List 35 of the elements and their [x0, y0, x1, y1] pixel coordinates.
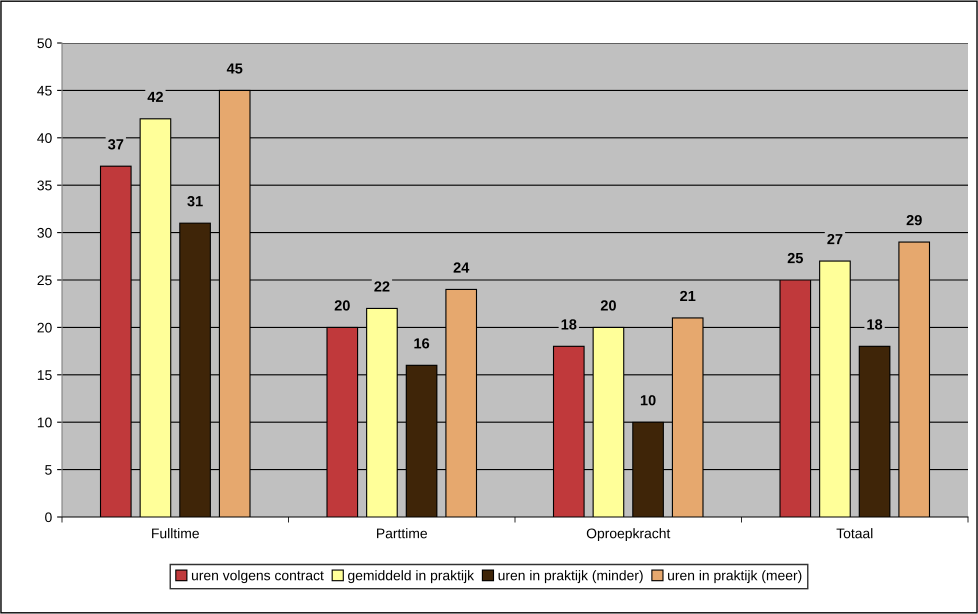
- data-label: 22: [374, 281, 390, 292]
- y-tick-label: 20: [38, 322, 52, 333]
- y-tick-label: 10: [38, 418, 52, 428]
- legend-label: uren in praktijk (minder): [498, 570, 643, 584]
- data-label: 10: [640, 395, 656, 406]
- y-tick-label: 35: [37, 180, 52, 190]
- data-label: 20: [600, 300, 616, 311]
- x-tick-label: Oproepkracht: [586, 528, 670, 542]
- data-label: 24: [454, 262, 470, 273]
- data-label: 21: [680, 290, 696, 302]
- data-label: 25: [788, 252, 803, 264]
- legend-label: uren in praktijk (meer): [668, 570, 802, 584]
- data-label: 18: [867, 319, 882, 330]
- data-label: 16: [414, 338, 430, 349]
- y-tick-label: 25: [38, 275, 52, 286]
- data-label: 27: [827, 234, 842, 244]
- legend-label: uren volgens contract: [192, 570, 324, 584]
- legend-label: gemiddeld in praktijk: [348, 570, 474, 584]
- data-label: 18: [562, 319, 576, 330]
- x-tick-label: Parttime: [377, 528, 427, 538]
- y-tick-label: 45: [37, 86, 52, 96]
- y-tick-label: 50: [37, 38, 52, 48]
- data-label: 31: [187, 196, 203, 206]
- y-tick-label: 30: [37, 228, 52, 238]
- y-tick-label: 15: [38, 370, 52, 380]
- data-label: 45: [226, 63, 242, 74]
- y-tick-label: 5: [45, 465, 52, 475]
- data-label: 37: [108, 139, 124, 150]
- y-tick-label: 40: [37, 133, 52, 143]
- data-label: 29: [906, 214, 922, 226]
- x-tick-label: Totaal: [836, 528, 872, 538]
- data-label: 42: [148, 92, 163, 102]
- x-tick-label: Fulltime: [152, 528, 199, 538]
- data-label: 20: [334, 300, 350, 311]
- y-tick-label: 0: [45, 512, 52, 522]
